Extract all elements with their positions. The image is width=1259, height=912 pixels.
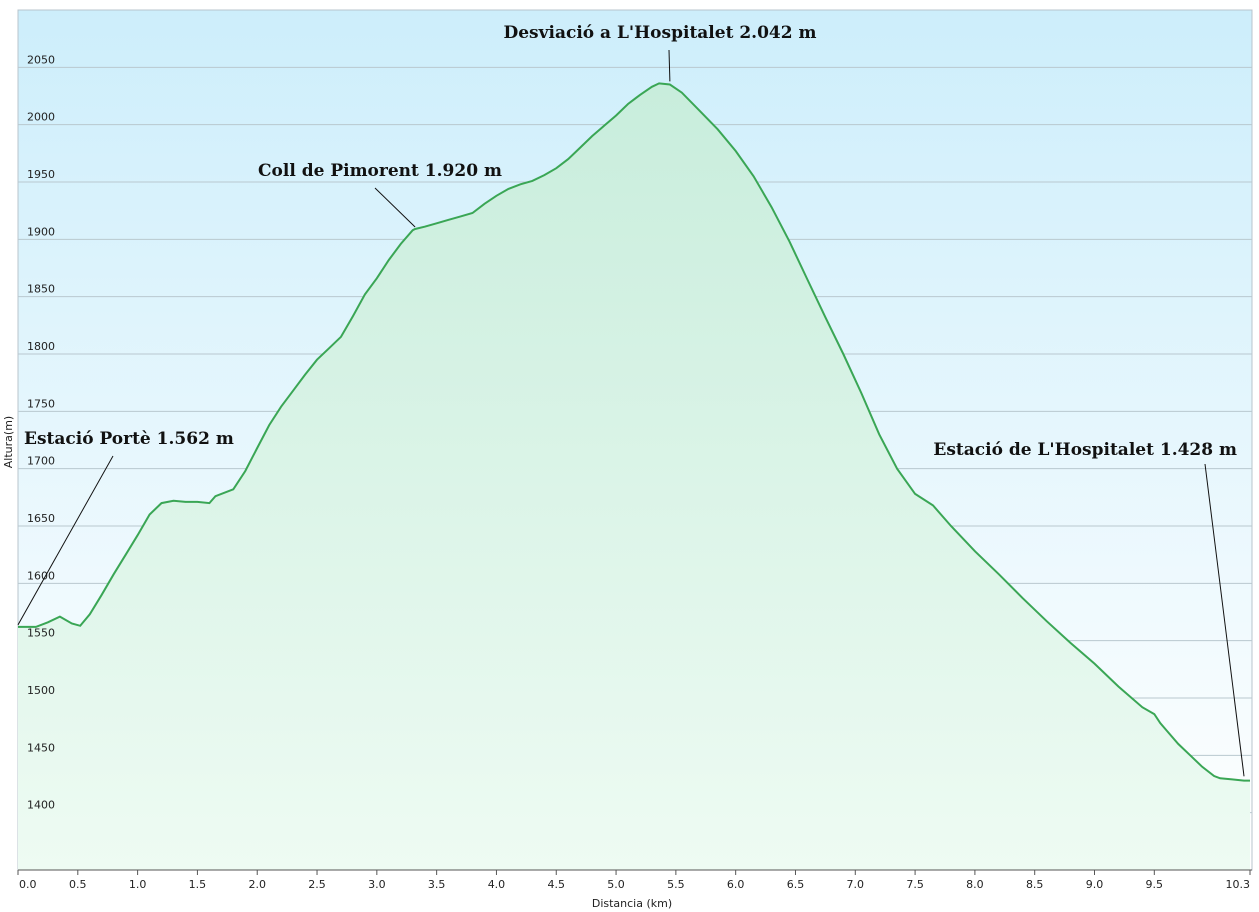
- x-tick-label: 2.5: [308, 878, 326, 891]
- x-tick-label: 6.0: [727, 878, 745, 891]
- x-tick-label: 0.0: [19, 878, 37, 891]
- x-tick-label: 7.5: [906, 878, 924, 891]
- x-tick-label: 3.5: [428, 878, 446, 891]
- x-tick-label: 1.5: [189, 878, 207, 891]
- annotation-leader: [668, 49, 671, 82]
- y-tick-label: 1650: [27, 512, 55, 525]
- y-tick-label: 1900: [27, 225, 55, 238]
- x-tick-label: 4.0: [488, 878, 506, 891]
- x-tick-label: 1.0: [129, 878, 147, 891]
- y-tick-label: 2050: [27, 53, 55, 66]
- y-tick-label: 1550: [27, 627, 55, 640]
- elevation-line: [18, 82, 1250, 782]
- y-tick-label: 1700: [27, 455, 55, 468]
- y-tick-label: 1850: [27, 283, 55, 296]
- x-axis-label: Distancia (km): [592, 897, 672, 910]
- annotation-label: Coll de Pimorent 1.920 m: [258, 161, 502, 181]
- x-tick-label: 0.5: [69, 878, 87, 891]
- y-tick-label: 1800: [27, 340, 55, 353]
- y-tick-label: 2000: [27, 111, 55, 124]
- x-tick-label: 8.5: [1026, 878, 1044, 891]
- x-tick-label: 9.0: [1086, 878, 1104, 891]
- annotation-leader: [17, 455, 114, 626]
- y-tick-label: 1450: [27, 741, 55, 754]
- elevation-area: [18, 83, 1250, 870]
- y-tick-label: 1750: [27, 397, 55, 410]
- y-tick-label: 1400: [27, 799, 55, 812]
- y-tick-label: 1950: [27, 168, 55, 181]
- x-tick-label: 5.5: [667, 878, 685, 891]
- annotation-leader: [1204, 463, 1245, 777]
- x-tick-label: 5.0: [607, 878, 625, 891]
- annotation-label: Desviació a L'Hospitalet 2.042 m: [503, 23, 816, 43]
- annotation-leader: [374, 187, 416, 228]
- y-tick-label: 1500: [27, 684, 55, 697]
- annotation-label: Estació de L'Hospitalet 1.428 m: [933, 440, 1237, 460]
- x-tick-label: 6.5: [787, 878, 805, 891]
- x-tick-label: 8.0: [966, 878, 984, 891]
- x-tick-label: 3.0: [368, 878, 386, 891]
- x-tick-label: 7.0: [847, 878, 865, 891]
- annotations: Estació Portè 1.562 m Coll de Pimorent 1.…: [17, 23, 1245, 777]
- y-axis-label: Altura(m): [2, 416, 15, 468]
- x-axis-ticks: 0.0 0.5 1.0 1.5 2.0 2.5 3.0 3.5 4.0 4.5 5.0 5.5 6.0 6…: [17, 870, 1251, 891]
- x-tick-label: 9.5: [1146, 878, 1164, 891]
- y-tick-label: 1600: [27, 569, 55, 582]
- annotation-label: Estació Portè 1.562 m: [24, 429, 234, 449]
- x-tick-label: 4.5: [548, 878, 566, 891]
- x-tick-label: 10.3: [1226, 878, 1251, 891]
- x-tick-label: 2.0: [248, 878, 266, 891]
